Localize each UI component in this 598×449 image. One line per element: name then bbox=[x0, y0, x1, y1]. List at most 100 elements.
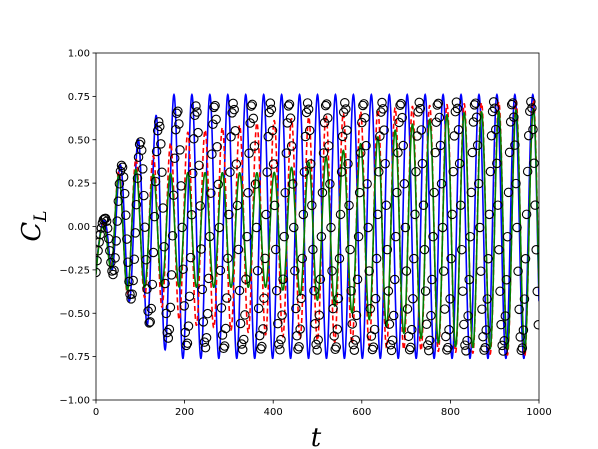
series-3-marker bbox=[416, 125, 427, 135]
series-3-marker bbox=[200, 342, 211, 353]
series-3-marker bbox=[522, 166, 533, 177]
series-3-marker bbox=[434, 112, 445, 123]
series-3-marker bbox=[197, 284, 208, 295]
series-3-marker bbox=[392, 187, 402, 198]
series-3-marker bbox=[491, 124, 501, 135]
series-3-marker bbox=[464, 274, 474, 285]
series-3-marker bbox=[418, 200, 429, 211]
series-3-marker bbox=[165, 302, 176, 313]
series-3-marker bbox=[141, 255, 151, 265]
y-tick-label: −0.25 bbox=[59, 265, 90, 276]
series-3-marker bbox=[155, 121, 165, 132]
y-tick-label: 0.25 bbox=[68, 179, 90, 190]
series-3-marker bbox=[216, 303, 227, 313]
series-3-marker bbox=[285, 113, 296, 123]
series-3-marker bbox=[232, 200, 243, 211]
series-3-marker bbox=[428, 231, 438, 242]
series-3-marker bbox=[503, 187, 514, 198]
series-3-marker bbox=[150, 176, 161, 187]
series-3-marker bbox=[500, 311, 511, 321]
series-3-marker bbox=[340, 98, 350, 108]
series-3-marker bbox=[365, 304, 376, 314]
series-3-marker bbox=[350, 335, 361, 345]
series-3-marker bbox=[278, 274, 288, 284]
series-3-marker bbox=[349, 345, 360, 355]
series-3-marker bbox=[244, 148, 254, 159]
series-3-marker bbox=[425, 335, 435, 346]
series-3-marker bbox=[345, 244, 355, 255]
series-3-marker bbox=[259, 293, 269, 303]
series-3-marker bbox=[220, 323, 231, 334]
series-3-marker bbox=[470, 98, 481, 108]
series-3-marker bbox=[264, 107, 275, 118]
series-3-marker bbox=[383, 286, 394, 296]
series-3-marker bbox=[273, 318, 283, 329]
series-3-marker bbox=[473, 178, 484, 189]
series-3-marker bbox=[281, 148, 292, 158]
series-3-marker bbox=[248, 113, 259, 124]
series-3-marker bbox=[455, 200, 466, 210]
series-3-marker bbox=[395, 100, 405, 111]
series-3-marker bbox=[327, 266, 337, 276]
series-3-marker bbox=[124, 276, 134, 287]
series-3-marker bbox=[146, 303, 157, 314]
series-3-marker bbox=[176, 181, 186, 191]
series-3-marker bbox=[475, 222, 485, 233]
series-3-marker bbox=[169, 153, 180, 164]
series-3-marker bbox=[271, 285, 282, 296]
series-3-marker bbox=[265, 98, 276, 108]
series-3-marker bbox=[102, 223, 113, 234]
series-3-marker bbox=[528, 124, 538, 135]
series-3-marker bbox=[378, 104, 388, 114]
series-3-marker bbox=[280, 187, 290, 198]
series-3-marker bbox=[203, 273, 214, 284]
series-3-marker bbox=[380, 158, 390, 169]
series-0-line bbox=[96, 92, 539, 360]
series-3-marker bbox=[225, 167, 235, 177]
series-3-marker bbox=[513, 266, 523, 277]
series-3-marker bbox=[241, 274, 251, 284]
series-3-marker bbox=[456, 244, 467, 255]
series-3-marker bbox=[354, 187, 365, 198]
series-3-marker bbox=[222, 293, 232, 303]
series-3-marker bbox=[388, 310, 399, 321]
series-3-marker bbox=[512, 222, 522, 233]
series-3-marker bbox=[193, 127, 203, 138]
series-3-marker bbox=[462, 335, 472, 346]
series-3-marker bbox=[317, 187, 328, 198]
series-3-marker bbox=[498, 346, 508, 356]
series-3-marker bbox=[342, 125, 352, 136]
y-axis-label-subscript: L bbox=[31, 210, 51, 222]
series-3-marker bbox=[372, 209, 383, 220]
y-tick-label: −1.00 bbox=[59, 396, 90, 407]
series-3-marker bbox=[143, 306, 153, 316]
series-3-marker bbox=[119, 188, 130, 199]
series-3-marker bbox=[485, 166, 496, 177]
series-3-marker bbox=[401, 266, 412, 276]
x-tick-label: 1000 bbox=[526, 407, 551, 418]
series-3-marker bbox=[229, 104, 239, 115]
series-3-marker bbox=[235, 318, 246, 329]
series-3-marker bbox=[111, 236, 121, 246]
series-3-marker bbox=[168, 190, 179, 200]
series-3-marker bbox=[321, 99, 332, 109]
series-3-marker bbox=[207, 149, 217, 159]
series-3-marker bbox=[526, 96, 536, 107]
series-3-marker bbox=[175, 145, 185, 155]
series-3-marker bbox=[101, 216, 112, 227]
series-3-marker bbox=[105, 246, 115, 256]
series-3-marker bbox=[210, 100, 220, 111]
series-3-marker bbox=[284, 99, 295, 109]
series-3-marker bbox=[344, 200, 354, 211]
series-3-marker bbox=[158, 203, 168, 213]
series-3-marker bbox=[454, 158, 465, 169]
series-3-marker bbox=[289, 222, 299, 233]
series-3-marker bbox=[159, 242, 169, 252]
series-3-marker bbox=[506, 99, 517, 110]
series-3-marker bbox=[275, 345, 285, 355]
series-3-marker bbox=[443, 342, 453, 353]
series-3-marker bbox=[128, 275, 138, 286]
series-3-marker bbox=[144, 318, 154, 328]
series-3-marker bbox=[206, 188, 216, 198]
series-3-marker bbox=[390, 274, 400, 285]
